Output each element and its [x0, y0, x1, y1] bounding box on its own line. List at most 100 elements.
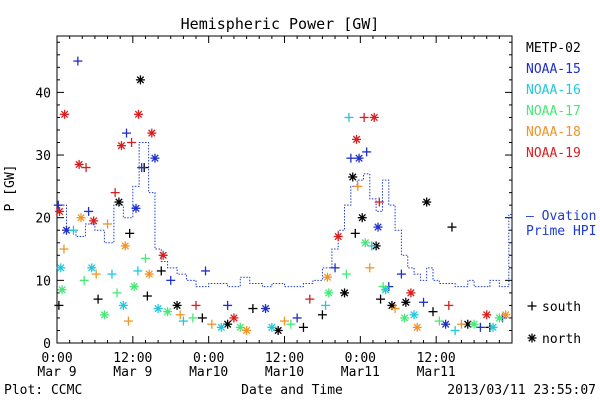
data-point-south	[419, 297, 429, 307]
data-point-north	[494, 313, 504, 323]
data-point-south	[527, 301, 537, 311]
data-point-south	[378, 282, 388, 292]
data-point-south	[286, 319, 296, 329]
legend-entry: NOAA-15	[526, 62, 581, 77]
data-point-north	[357, 213, 367, 223]
data-point-north	[324, 288, 334, 298]
data-point-south	[107, 269, 117, 279]
data-point-north	[527, 333, 537, 343]
data-point-south	[201, 266, 211, 276]
data-point-north	[401, 297, 411, 307]
data-point-north	[469, 319, 479, 329]
data-point-north	[412, 322, 422, 332]
data-point-north	[99, 310, 109, 320]
y-tick-label: 20	[35, 212, 51, 227]
data-point-south	[353, 181, 363, 191]
data-point-south	[374, 197, 384, 207]
data-point-south	[330, 263, 340, 273]
data-point-north	[352, 134, 362, 144]
data-point-north	[409, 310, 419, 320]
data-point-north	[406, 288, 416, 298]
data-point-north	[150, 153, 160, 163]
x-tick-date: Mar10	[265, 365, 304, 380]
y-tick-label: 0	[43, 337, 51, 352]
data-point-north	[172, 300, 182, 310]
x-tick-date: Mar10	[189, 365, 228, 380]
plot-frame	[56, 35, 513, 344]
data-point-north	[422, 197, 432, 207]
data-point-south	[53, 200, 63, 210]
footer-plot-source: Plot: CCMC	[4, 383, 82, 398]
data-point-south	[54, 300, 64, 310]
data-point-north	[354, 153, 364, 163]
data-point-south	[178, 316, 188, 326]
data-point-south	[156, 266, 166, 276]
x-tick-time: 12:00	[113, 351, 152, 366]
footer-timestamp: 2013/03/11 23:55:07	[447, 383, 596, 398]
data-point-south	[188, 313, 198, 323]
data-point-north	[144, 269, 154, 279]
data-point-south	[434, 316, 444, 326]
data-point-north	[87, 263, 97, 273]
data-point-north	[147, 128, 157, 138]
legend-entry: NOAA-16	[526, 83, 581, 98]
data-point-north	[360, 238, 370, 248]
data-point-south	[175, 310, 185, 320]
y-axis-label: P [GW]	[3, 165, 18, 212]
data-point-south	[166, 275, 176, 285]
data-point-south	[298, 322, 308, 332]
data-point-south	[223, 300, 233, 310]
data-point-north	[348, 172, 358, 182]
data-point-south	[79, 275, 89, 285]
data-point-north	[56, 263, 66, 273]
legend-entry: NOAA-19	[526, 146, 581, 161]
data-point-south	[84, 206, 94, 216]
data-point-south	[280, 316, 289, 326]
data-point-south	[68, 225, 78, 235]
data-point-north	[120, 241, 130, 251]
x-tick-time: 12:00	[417, 351, 456, 366]
data-point-south	[93, 294, 103, 304]
data-point-south	[365, 263, 375, 273]
data-point-south	[110, 188, 120, 198]
data-point-north	[129, 282, 139, 292]
data-point-north	[322, 272, 332, 282]
data-point-south	[321, 300, 331, 310]
data-point-south	[317, 310, 327, 320]
data-point-north	[216, 322, 226, 332]
data-point-north	[57, 285, 67, 295]
data-point-north	[340, 288, 350, 298]
data-point-south	[456, 319, 466, 329]
data-point-north	[116, 141, 126, 151]
data-point-north	[223, 319, 233, 329]
data-point-south	[125, 228, 135, 238]
data-point-south	[140, 253, 150, 263]
x-tick-time: 0:00	[41, 351, 72, 366]
data-point-north	[89, 216, 99, 226]
data-point-north	[488, 322, 498, 332]
data-point-south	[341, 269, 351, 279]
data-point-south	[137, 163, 147, 173]
data-point-south	[207, 319, 217, 329]
data-point-north	[134, 109, 144, 119]
data-point-south	[390, 304, 400, 314]
x-tick-time: 0:00	[345, 351, 376, 366]
x-tick-time: 12:00	[265, 351, 304, 366]
data-point-south	[73, 56, 83, 66]
data-point-north	[441, 319, 451, 329]
data-point-south	[122, 128, 132, 138]
data-point-south	[305, 294, 315, 304]
legend-ovation-line2: Prime HPI	[526, 224, 596, 239]
data-point-south	[197, 313, 207, 323]
legend-entry: NOAA-17	[526, 104, 581, 119]
legend-symbol-north: north	[542, 332, 581, 347]
data-point-south	[142, 291, 152, 301]
data-point-south	[127, 138, 137, 148]
data-point-south	[103, 219, 113, 229]
data-point-south	[91, 269, 101, 279]
data-point-south	[428, 307, 438, 317]
data-point-north	[242, 325, 252, 335]
data-point-south	[444, 300, 454, 310]
